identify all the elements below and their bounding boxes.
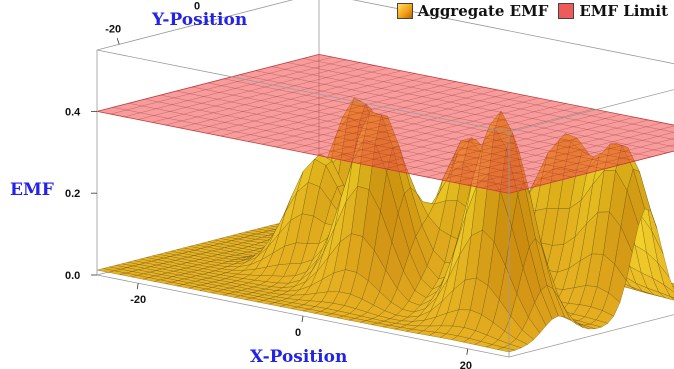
y-tick-label: 0 <box>194 1 200 13</box>
limit-grid-line <box>193 73 416 131</box>
surface-patch <box>496 347 517 353</box>
legend: Aggregate EMF EMF Limit <box>396 2 668 20</box>
limit-plane-fill <box>96 53 674 194</box>
limit-grid-line <box>316 97 539 156</box>
limit-grid-line <box>440 122 663 180</box>
limit-grid-line <box>275 89 498 148</box>
x-tick-mark <box>466 348 469 355</box>
x-tick-mark <box>136 283 139 290</box>
x-tick-label: -20 <box>130 294 146 306</box>
y-axis-title: Y-Position <box>151 10 247 30</box>
limit-grid-line <box>220 78 443 137</box>
box-edge <box>352 0 674 65</box>
limit-grid-line <box>302 95 526 153</box>
box-edge <box>508 89 674 133</box>
x-tick-mark <box>301 315 304 323</box>
box-edge <box>96 49 510 133</box>
limit-grid-line <box>179 70 402 129</box>
limit-grid-line <box>399 114 622 172</box>
x-tick-label: 0 <box>295 327 301 339</box>
limit-grid-line <box>371 108 594 167</box>
limit-grid-line <box>385 111 608 170</box>
limit-grid-line <box>467 131 674 186</box>
limit-grid-line <box>160 94 573 178</box>
legend-swatch-limit <box>558 3 575 19</box>
limit-grid-line <box>223 78 636 162</box>
limit-grid-line <box>176 90 589 174</box>
limit-grid-line <box>206 75 429 134</box>
limit-grid-line <box>454 125 674 183</box>
z-axis-title: EMF <box>10 180 54 200</box>
limit-grid-line <box>261 86 484 145</box>
z-tick-label: 0.4 <box>65 106 81 118</box>
limit-grid-line <box>303 58 674 133</box>
limit-grid-line <box>192 86 605 170</box>
limit-grid-line <box>110 56 333 115</box>
limit-grid-line <box>207 82 621 166</box>
limit-grid-line <box>248 84 471 142</box>
legend-label-limit: EMF Limit <box>579 2 668 20</box>
legend-swatch-aggregate <box>396 3 413 19</box>
z-tick-label: 0.2 <box>65 188 80 200</box>
x-tick-label: 20 <box>460 360 472 369</box>
limit-grid-line <box>481 138 674 189</box>
limit-grid-line <box>255 70 668 153</box>
axis-ticks: -20 0 20 -20 0 0.0 0.2 0.4 <box>65 1 472 369</box>
limit-grid-line <box>344 103 567 161</box>
limit-grid-line <box>112 107 525 190</box>
bounding-box-front <box>96 49 674 358</box>
limit-grid-line <box>124 59 347 118</box>
limit-grid-line <box>151 65 374 123</box>
limit-grid-line <box>234 81 457 139</box>
legend-item-aggregate: Aggregate EMF <box>396 2 549 20</box>
limit-grid-line <box>330 100 553 159</box>
z-tick-label: 0.0 <box>65 270 80 282</box>
surface-patch <box>670 296 674 300</box>
y-tick-label: -20 <box>105 23 121 35</box>
limit-grid-line <box>165 67 388 126</box>
limit-grid-line <box>412 116 635 175</box>
emf-surface <box>96 97 674 353</box>
limit-grid-line <box>289 92 512 150</box>
legend-item-limit: EMF Limit <box>558 2 668 20</box>
limit-grid-line <box>287 62 674 140</box>
limit-grid-line <box>144 98 557 182</box>
box-edge <box>508 314 674 358</box>
limit-grid-line <box>495 144 674 191</box>
limit-grid-line <box>239 74 652 157</box>
limit-grid-line <box>271 66 674 147</box>
legend-label-aggregate: Aggregate EMF <box>417 2 549 20</box>
limit-grid-line <box>357 106 580 164</box>
y-tick-mark <box>205 15 209 22</box>
y-tick-mark <box>116 38 120 45</box>
limit-grid-line <box>128 102 541 186</box>
limit-grid-line <box>426 119 649 178</box>
emf-limit-plane <box>96 53 674 194</box>
x-axis-title: X-Position <box>250 347 347 367</box>
limit-grid-line <box>138 62 361 120</box>
